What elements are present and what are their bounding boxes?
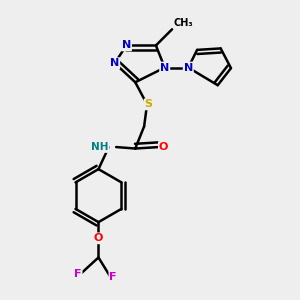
Text: N: N xyxy=(184,63,193,73)
Text: N: N xyxy=(122,40,131,50)
Text: N: N xyxy=(160,63,169,73)
Text: O: O xyxy=(159,142,168,152)
Text: S: S xyxy=(145,99,152,110)
Text: CH₃: CH₃ xyxy=(174,18,193,28)
Text: O: O xyxy=(94,233,103,243)
Text: N: N xyxy=(110,58,119,68)
Text: F: F xyxy=(74,269,82,279)
Text: F: F xyxy=(110,272,117,282)
Text: NH: NH xyxy=(91,142,109,152)
